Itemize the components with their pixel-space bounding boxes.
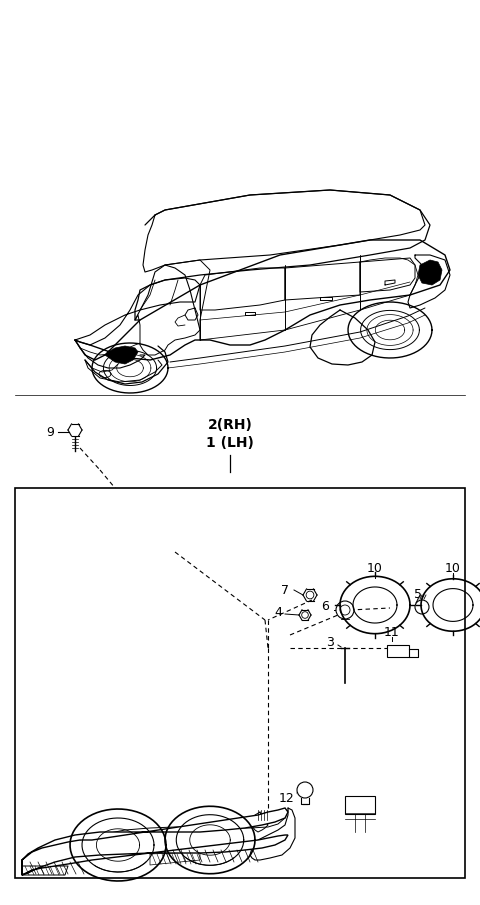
Text: 11: 11 [384, 625, 400, 639]
Text: 12: 12 [279, 792, 295, 805]
Text: 2(RH): 2(RH) [207, 418, 252, 432]
Text: 7: 7 [281, 584, 289, 596]
Text: 10: 10 [367, 561, 383, 575]
Text: 1 (LH): 1 (LH) [206, 436, 254, 450]
Text: 10: 10 [445, 561, 461, 575]
Text: 5: 5 [414, 587, 422, 601]
Polygon shape [22, 808, 288, 875]
Text: 8: 8 [361, 799, 369, 813]
Text: 9: 9 [46, 425, 54, 439]
Text: 4: 4 [274, 605, 282, 618]
Circle shape [336, 601, 354, 619]
Bar [345, 796, 375, 814]
Circle shape [415, 600, 429, 614]
Bar [15, 488, 465, 878]
Text: 3: 3 [326, 635, 334, 649]
Circle shape [297, 782, 313, 798]
Text: 6: 6 [321, 601, 329, 614]
Polygon shape [418, 260, 442, 285]
Bar [387, 645, 409, 657]
Polygon shape [105, 346, 138, 364]
